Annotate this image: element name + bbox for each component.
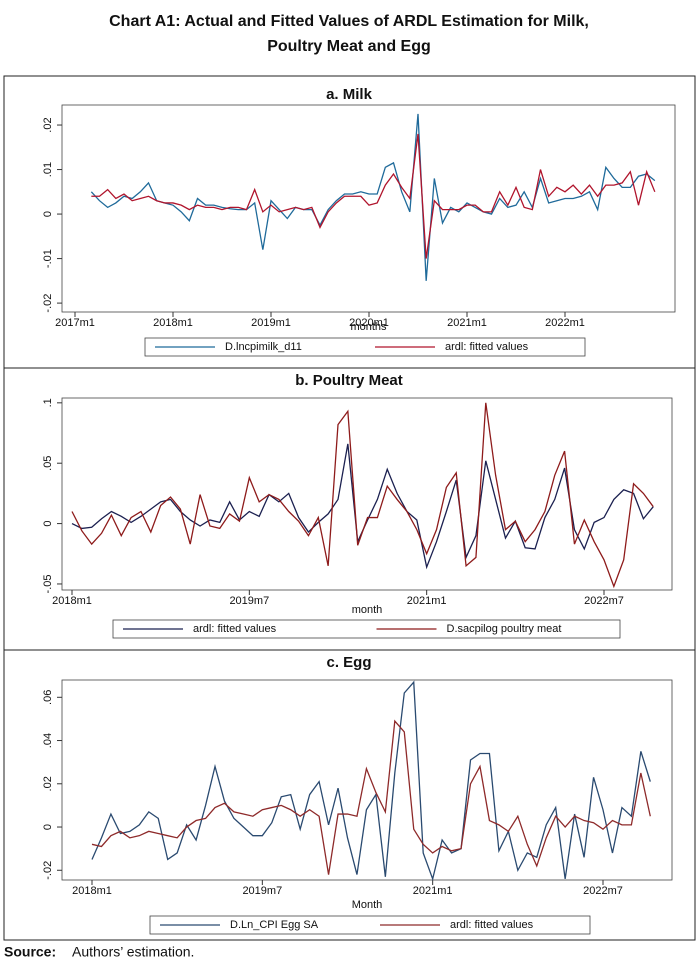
legend-box — [112, 619, 621, 639]
panel-title: a. Milk — [326, 86, 373, 103]
x-tick-label: 2022m7 — [583, 885, 623, 897]
data-line — [90, 113, 656, 281]
legend-label: ardl: fitted values — [445, 341, 529, 353]
x-tick-label: 2018m1 — [72, 885, 112, 897]
y-tick-label: -.01 — [42, 249, 54, 268]
legend-box — [144, 337, 586, 357]
figure-title: Poultry Meat and Egg — [267, 38, 431, 55]
y-tick-label: 0 — [42, 824, 54, 830]
legend-label: ardl: fitted values — [450, 919, 534, 931]
y-tick-label: .05 — [42, 456, 54, 471]
x-axis-label: Month — [352, 899, 383, 911]
x-tick-label: 2018m1 — [153, 317, 193, 329]
y-tick-label: 0 — [42, 211, 54, 217]
y-tick-label: .02 — [42, 776, 54, 791]
legend-label: D.Ln_CPI Egg SA — [230, 919, 319, 931]
y-tick-label: -.05 — [42, 574, 54, 593]
x-axis-label: month — [352, 604, 383, 616]
x-tick-label: 2019m1 — [251, 317, 291, 329]
x-tick-label: 2018m1 — [52, 595, 92, 607]
plot-area — [61, 397, 673, 591]
y-tick-label: .06 — [42, 690, 54, 705]
panel-title: c. Egg — [326, 654, 371, 671]
x-axis-label: months — [350, 321, 387, 333]
source-label: Source: — [4, 944, 56, 960]
x-tick-label: 2021m1 — [413, 885, 453, 897]
y-tick-label: 0 — [42, 521, 54, 527]
plot-area — [61, 104, 676, 313]
x-tick-label: 2021m1 — [407, 595, 447, 607]
source-text: Authors’ estimation. — [72, 944, 194, 960]
legend-box — [149, 915, 591, 935]
legend-label: ardl: fitted values — [193, 623, 277, 635]
y-tick-label: -.02 — [42, 861, 54, 880]
x-tick-label: 2020m1 — [349, 317, 389, 329]
y-tick-label: .01 — [42, 162, 54, 177]
y-tick-label: -.02 — [42, 294, 54, 313]
legend-label: D.sacpilog poultry meat — [447, 623, 562, 635]
x-tick-label: 2022m7 — [584, 595, 624, 607]
data-line — [91, 719, 651, 875]
panel-frame — [3, 367, 696, 651]
x-tick-label: 2021m1 — [447, 317, 487, 329]
x-tick-label: 2017m1 — [55, 317, 95, 329]
y-tick-label: .04 — [42, 733, 54, 748]
data-line — [91, 133, 656, 259]
data-line — [71, 402, 654, 589]
x-tick-label: 2019m7 — [229, 595, 269, 607]
plot-area — [61, 679, 673, 881]
panel-frame — [3, 649, 696, 941]
figure-title: Chart A1: Actual and Fitted Values of AR… — [109, 13, 589, 30]
x-tick-label: 2019m7 — [242, 885, 282, 897]
legend-label: D.lncpimilk_d11 — [225, 341, 302, 353]
y-tick-label: .1 — [42, 398, 54, 407]
x-tick-label: 2022m1 — [545, 317, 585, 329]
y-tick-label: .02 — [42, 117, 54, 132]
panel-title: b. Poultry Meat — [295, 372, 403, 389]
